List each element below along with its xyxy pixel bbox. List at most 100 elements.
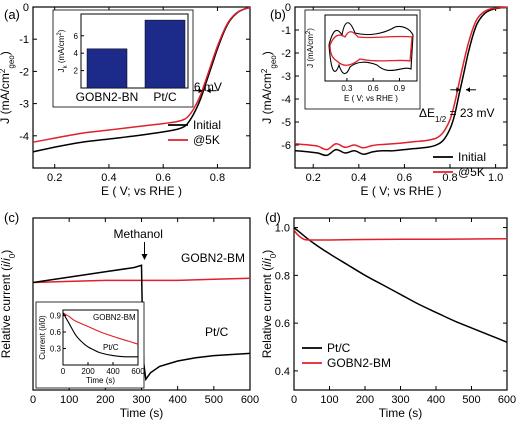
x-tick-label: 0.6 xyxy=(156,172,171,184)
y-tick-label: -6 xyxy=(281,140,291,152)
inset-y-close: ) xyxy=(57,29,66,32)
y-tick-label: 0.4 xyxy=(275,366,290,378)
y-tick-label: -5 xyxy=(281,117,291,129)
legend-entry: Pt/C xyxy=(327,341,351,355)
panel-label: (a) xyxy=(4,7,20,22)
inset-y-axis-label: Current (i/i0) xyxy=(38,315,47,360)
inset-y-main: J (mA/cm xyxy=(306,34,315,68)
inset-y-close: ) xyxy=(306,28,315,31)
series-line-gobn2-bm xyxy=(32,277,251,284)
x-tick-label: 400 xyxy=(427,394,445,406)
x-axis-label: Time (s) xyxy=(379,406,423,420)
plot-frame xyxy=(294,6,508,169)
y-axis-label-close: ) xyxy=(260,250,274,254)
delta-e-main: ΔE xyxy=(419,106,435,120)
y-tick-label: 0 xyxy=(23,2,29,14)
x-tick-label: 0.4 xyxy=(101,172,116,184)
inset-series-label-ptc: Pt/C xyxy=(103,343,119,352)
delta-e-sub: 1/2 xyxy=(435,115,447,124)
inset-y-tick-label: 6 xyxy=(74,32,79,41)
y-axis-label-close: ) xyxy=(260,51,274,55)
plot-frame xyxy=(32,6,251,169)
y-axis-label: J (mA/cm2geo) xyxy=(0,51,16,123)
inset-x-category-label: Pt/C xyxy=(153,90,177,104)
y-axis-label-main: J (mA/cm xyxy=(260,73,274,124)
series-line-gobn2-bm xyxy=(293,229,508,241)
y-tick-label: 1.0 xyxy=(275,223,290,235)
inset-series-pt-c xyxy=(62,312,139,358)
y-axis-label-i0: i xyxy=(260,258,274,261)
y-axis-label: Relative current (i/i0) xyxy=(0,250,17,359)
x-tick-label: 600 xyxy=(241,394,259,406)
inset-x-axis-label: E ( V; vs RHE ) xyxy=(344,94,398,103)
bar-gobn2-bn xyxy=(86,48,128,89)
x-tick-label: 0.2 xyxy=(47,172,62,184)
y-tick-label: -1 xyxy=(19,34,29,46)
inset-y-tick-label: 2 xyxy=(74,67,79,76)
inset-series-gobn2-bm xyxy=(62,312,139,345)
y-axis-label-main: Relative current ( xyxy=(260,267,274,358)
panel-label: (c) xyxy=(4,210,19,225)
delta-e-rest: = 23 mV xyxy=(446,106,494,120)
inset-y-tick-label: 4 xyxy=(74,49,79,58)
inset-y-exp: 2 xyxy=(306,30,312,34)
y-tick-label: 0 xyxy=(285,2,291,14)
inset-x-tick-label: 0.9 xyxy=(394,84,406,93)
legend-entry: @5K xyxy=(193,133,220,147)
series-line--5k xyxy=(32,6,251,143)
inset-frame xyxy=(80,13,189,89)
y-axis-label-sub: 0 xyxy=(8,253,17,258)
y-tick-label: -2 xyxy=(19,66,29,78)
y-tick-label: -3 xyxy=(281,71,291,83)
series-line--5k xyxy=(294,6,508,151)
legend-entry: Initial xyxy=(458,150,486,164)
inset-y-sub: k xyxy=(63,64,69,68)
inset-y-axis-label: Jk (mA/cm2) xyxy=(57,29,69,72)
methanol-annotation: Methanol xyxy=(114,227,163,241)
inset-x-tick-label: 600 xyxy=(131,367,145,376)
x-axis-label: E ( V; vs RHE ) xyxy=(101,184,182,198)
y-axis-label-main: J (mA/cm xyxy=(0,73,12,124)
y-axis-label-sub: geo xyxy=(269,55,278,69)
x-tick-label: 0.8 xyxy=(442,172,457,184)
x-tick-label: 200 xyxy=(96,394,114,406)
inset-y-tick-label: 0.6 xyxy=(50,328,62,337)
x-tick-label: 0 xyxy=(30,394,36,406)
legend-entry: GOBN2-BM xyxy=(327,356,391,370)
y-tick-label: -1 xyxy=(281,25,291,37)
y-axis-label-sub: geo xyxy=(7,55,16,69)
y-axis-label: J (mA/cm2geo) xyxy=(260,51,278,123)
x-axis-label: Time (s) xyxy=(120,406,164,420)
inset-y-axis-label: J (mA/cm2) xyxy=(306,28,315,68)
inset-y-main: J xyxy=(57,68,66,72)
inset-panel xyxy=(35,301,145,389)
inset-y-tick-label: 0.3 xyxy=(50,345,62,354)
arrow-head xyxy=(465,87,470,93)
inset-x-tick-label: 0 xyxy=(61,367,66,376)
series-line-pt-c xyxy=(32,264,251,382)
inset-x-tick-label: 0.6 xyxy=(368,84,380,93)
y-tick-label: 0.8 xyxy=(275,270,290,282)
x-tick-label: 600 xyxy=(498,394,516,406)
x-axis-label: E ( V; vs RHE ) xyxy=(361,184,442,198)
arrow-head xyxy=(206,88,211,94)
inset-y-exp: 2 xyxy=(57,32,63,36)
y-axis-label-close: ) xyxy=(0,51,12,55)
panel-a: 0.2 0.4 0.6 0.8 -4 -3 -2 -1 0 E ( V; vs RHE ) J (m… xyxy=(0,2,251,198)
bar-pt-c xyxy=(144,19,186,89)
inset-cv: 0.3 0.6 0.9E ( V; vs RHE ) J (mA/cm2) xyxy=(304,9,421,110)
series-line-pt-c xyxy=(293,227,508,343)
x-tick-label: 300 xyxy=(391,394,409,406)
y-tick-label: -4 xyxy=(19,131,29,143)
panel-label: (d) xyxy=(265,210,281,225)
inset-x-category-label: GOBN2-BN xyxy=(76,90,139,104)
methanol-arrow-head xyxy=(141,254,148,260)
plot-frame xyxy=(293,217,508,391)
x-tick-label: 200 xyxy=(356,394,374,406)
y-tick-label: -4 xyxy=(281,94,291,106)
y-tick-label: -2 xyxy=(281,48,291,60)
inset-decay: 0 200 400 600 0.3 0.6 0.9 Time (s) Current (i/i0… xyxy=(35,301,145,389)
y-axis-label-slash: / xyxy=(260,260,274,264)
y-axis-label-close: ) xyxy=(0,250,13,254)
y-axis-label-i0: i xyxy=(0,258,13,261)
